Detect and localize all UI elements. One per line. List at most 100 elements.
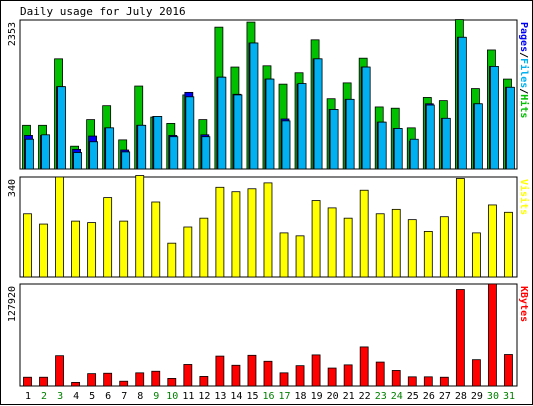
bar-files-day-3 [57,86,66,170]
bar-kbytes-day-30 [488,283,497,387]
bar-visits-day-12 [199,217,209,278]
ymax-label-kbytes: 127920 [7,286,18,322]
day-label-31: 31 [503,391,515,402]
bar-files-day-19 [313,58,323,170]
day-label-18: 18 [295,391,307,402]
day-label-23: 23 [375,391,387,402]
bar-files-day-11 [185,96,195,170]
bar-kbytes-day-26 [423,376,433,387]
bar-visits-day-1 [23,213,32,278]
bar-visits-day-13 [215,186,225,278]
bar-visits-day-8 [135,175,145,278]
ymax-label-visits: 340 [7,179,18,197]
bar-files-day-24 [393,128,403,170]
bar-visits-day-29 [472,232,481,278]
legend-hits-files-pages: Pages/Files/Hits [518,22,530,118]
ymax-label-hits-files-pages: 2353 [7,22,18,46]
day-label-6: 6 [105,391,111,402]
bar-files-day-20 [329,109,339,170]
panel-kbytes: 127920 KBytes [7,283,529,387]
bar-visits-day-6 [103,197,113,278]
bar-kbytes-day-23 [375,361,385,387]
bar-visits-day-24 [391,208,401,278]
bar-kbytes-day-4 [71,382,80,387]
legend-item-pages: Pages [518,22,529,52]
legend-kbytes: KBytes [518,286,529,322]
day-label-21: 21 [343,391,355,402]
bar-visits-day-5 [87,222,97,278]
day-label-22: 22 [359,391,371,402]
bar-kbytes-day-15 [247,354,257,387]
bar-files-day-15 [249,42,259,170]
panel-visits: 340 Visits [7,175,530,278]
day-label-12: 12 [198,391,210,402]
bar-visits-day-26 [423,231,433,278]
bar-visits-day-22 [359,189,369,278]
legend-item-files: Files [518,58,530,88]
bar-files-day-21 [345,98,355,170]
bar-kbytes-day-12 [199,376,209,387]
legend-item-hits: Hits [518,94,530,118]
day-label-29: 29 [471,391,483,402]
bar-files-day-7 [121,151,131,170]
bar-files-day-1 [25,138,34,170]
bar-files-day-25 [409,138,419,170]
bar-visits-day-15 [247,188,257,278]
bar-kbytes-day-28 [455,289,465,387]
bar-files-day-5 [89,141,99,170]
day-label-10: 10 [166,391,178,402]
day-axis-labels: 1 2 3 4 5 6 7 8 9 10 11 12 13 14 15 16 17 18 19 20 21 22 23 24 2… [25,391,515,402]
bar-kbytes-day-27 [439,376,449,387]
day-label-27: 27 [439,391,451,402]
bar-files-day-22 [361,66,371,170]
chart-title: Daily usage for July 2016 [20,5,186,18]
day-label-16: 16 [262,391,274,402]
legend-item-slash-1: / [518,52,529,58]
day-label-3: 3 [57,391,63,402]
bar-kbytes-day-29 [472,359,481,387]
legend-item-kbytes: KBytes [518,286,529,322]
bar-kbytes-day-11 [183,364,193,387]
bar-kbytes-day-9 [151,370,161,387]
day-label-15: 15 [246,391,258,402]
bar-kbytes-day-21 [343,364,353,387]
day-label-28: 28 [455,391,467,402]
day-label-20: 20 [327,391,339,402]
day-label-5: 5 [89,391,95,402]
bar-kbytes-day-16 [263,360,273,387]
bar-kbytes-day-17 [279,372,289,387]
bar-kbytes-day-18 [295,365,305,387]
bar-kbytes-day-5 [87,373,97,387]
bar-visits-day-28 [455,178,465,278]
bar-files-day-16 [265,78,275,170]
bar-files-day-26 [425,104,435,170]
day-label-26: 26 [423,391,435,402]
bar-visits-day-14 [231,191,241,278]
legend-item-visits: Visits [518,179,530,215]
bar-visits-day-4 [71,220,80,278]
bar-files-day-30 [490,66,499,170]
bar-visits-day-9 [151,201,161,278]
bar-files-day-31 [506,86,515,170]
day-label-19: 19 [311,391,323,402]
day-label-25: 25 [407,391,419,402]
bar-files-day-9 [153,116,163,170]
bar-visits-day-10 [167,242,177,278]
bar-visits-day-7 [119,220,129,278]
legend-visits: Visits [518,179,530,215]
day-label-7: 7 [121,391,127,402]
bar-kbytes-day-22 [359,346,369,387]
bar-kbytes-day-31 [504,354,513,387]
bar-visits-day-2 [39,223,48,278]
bar-files-day-4 [73,152,82,170]
day-label-24: 24 [391,391,403,402]
bar-files-day-2 [41,134,50,170]
bar-files-day-28 [457,36,467,170]
day-label-14: 14 [230,391,242,402]
day-label-13: 13 [214,391,226,402]
bar-kbytes-day-6 [103,372,113,387]
bar-files-day-29 [474,103,483,170]
